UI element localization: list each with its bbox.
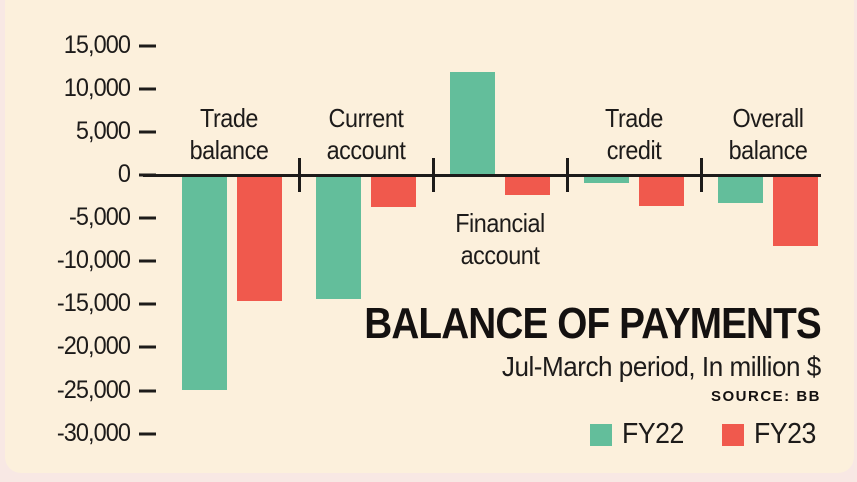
chart-subtitle: Jul-March period, In million $ (502, 351, 821, 382)
bar-fy23-trade-credit (639, 175, 684, 207)
bar-fy23-overall-balance (773, 175, 818, 246)
y-axis-tick-label: -15,000 (56, 289, 131, 318)
x-axis-zero-line (143, 174, 821, 177)
y-axis-tick-label: -30,000 (56, 418, 131, 447)
category-divider-tick (431, 158, 435, 192)
chart-title: BALANCE OF PAYMENTS (364, 299, 821, 348)
y-axis-tick-mark (139, 432, 156, 436)
y-axis-tick-label: -5,000 (69, 203, 131, 232)
bar-fy23-financial-account (505, 175, 550, 195)
category-label-financial-account: Financial account (455, 208, 545, 270)
category-divider-tick (565, 158, 569, 192)
bar-fy22-current-account (316, 175, 361, 300)
chart-legend: FY22 FY23 (590, 418, 821, 451)
bar-fy23-trade-balance (237, 175, 282, 301)
category-label-trade-credit: Trade credit (604, 103, 664, 165)
category-label-trade-balance: Trade balance (189, 103, 269, 165)
y-axis-tick-label: 10,000 (63, 73, 131, 102)
y-axis-tick-mark (139, 87, 156, 91)
bar-fy22-trade-balance (182, 175, 227, 390)
y-axis-tick-mark (139, 345, 156, 349)
y-axis-tick-label: 15,000 (63, 30, 131, 59)
legend-item-fy23: FY23 (721, 418, 821, 451)
bar-fy22-financial-account (450, 72, 495, 175)
y-axis-tick-label: -10,000 (56, 246, 131, 275)
y-axis-tick-label: -20,000 (56, 332, 131, 361)
legend-label-fy22: FY22 (622, 418, 685, 450)
y-axis-tick-mark (139, 44, 156, 48)
y-axis-tick-mark (139, 216, 156, 220)
y-axis-tick-mark (139, 130, 156, 134)
y-axis-tick-label: 5,000 (75, 116, 131, 145)
category-label-current-account: Current account (326, 103, 406, 165)
chart-card (5, 0, 854, 473)
fy23-swatch-icon (721, 423, 744, 446)
legend-item-fy22: FY22 (590, 418, 689, 451)
y-axis-tick-label: -25,000 (56, 375, 131, 404)
y-axis-tick-mark (139, 259, 156, 263)
category-divider-tick (699, 158, 703, 192)
y-axis-tick-mark (139, 302, 156, 306)
chart-source: SOURCE: BB (710, 388, 821, 405)
title-block: BALANCE OF PAYMENTS Jul-March period, In… (302, 300, 821, 406)
fy22-swatch-icon (590, 423, 613, 446)
bar-fy22-overall-balance (718, 175, 763, 203)
y-axis-tick-label: 0 (117, 159, 131, 188)
bar-fy22-trade-credit (584, 175, 629, 183)
bar-fy23-current-account (371, 175, 416, 207)
legend-label-fy23: FY23 (753, 418, 816, 450)
category-divider-tick (297, 158, 301, 192)
category-label-overall-balance: Overall balance (728, 103, 808, 165)
y-axis-tick-mark (139, 389, 156, 392)
